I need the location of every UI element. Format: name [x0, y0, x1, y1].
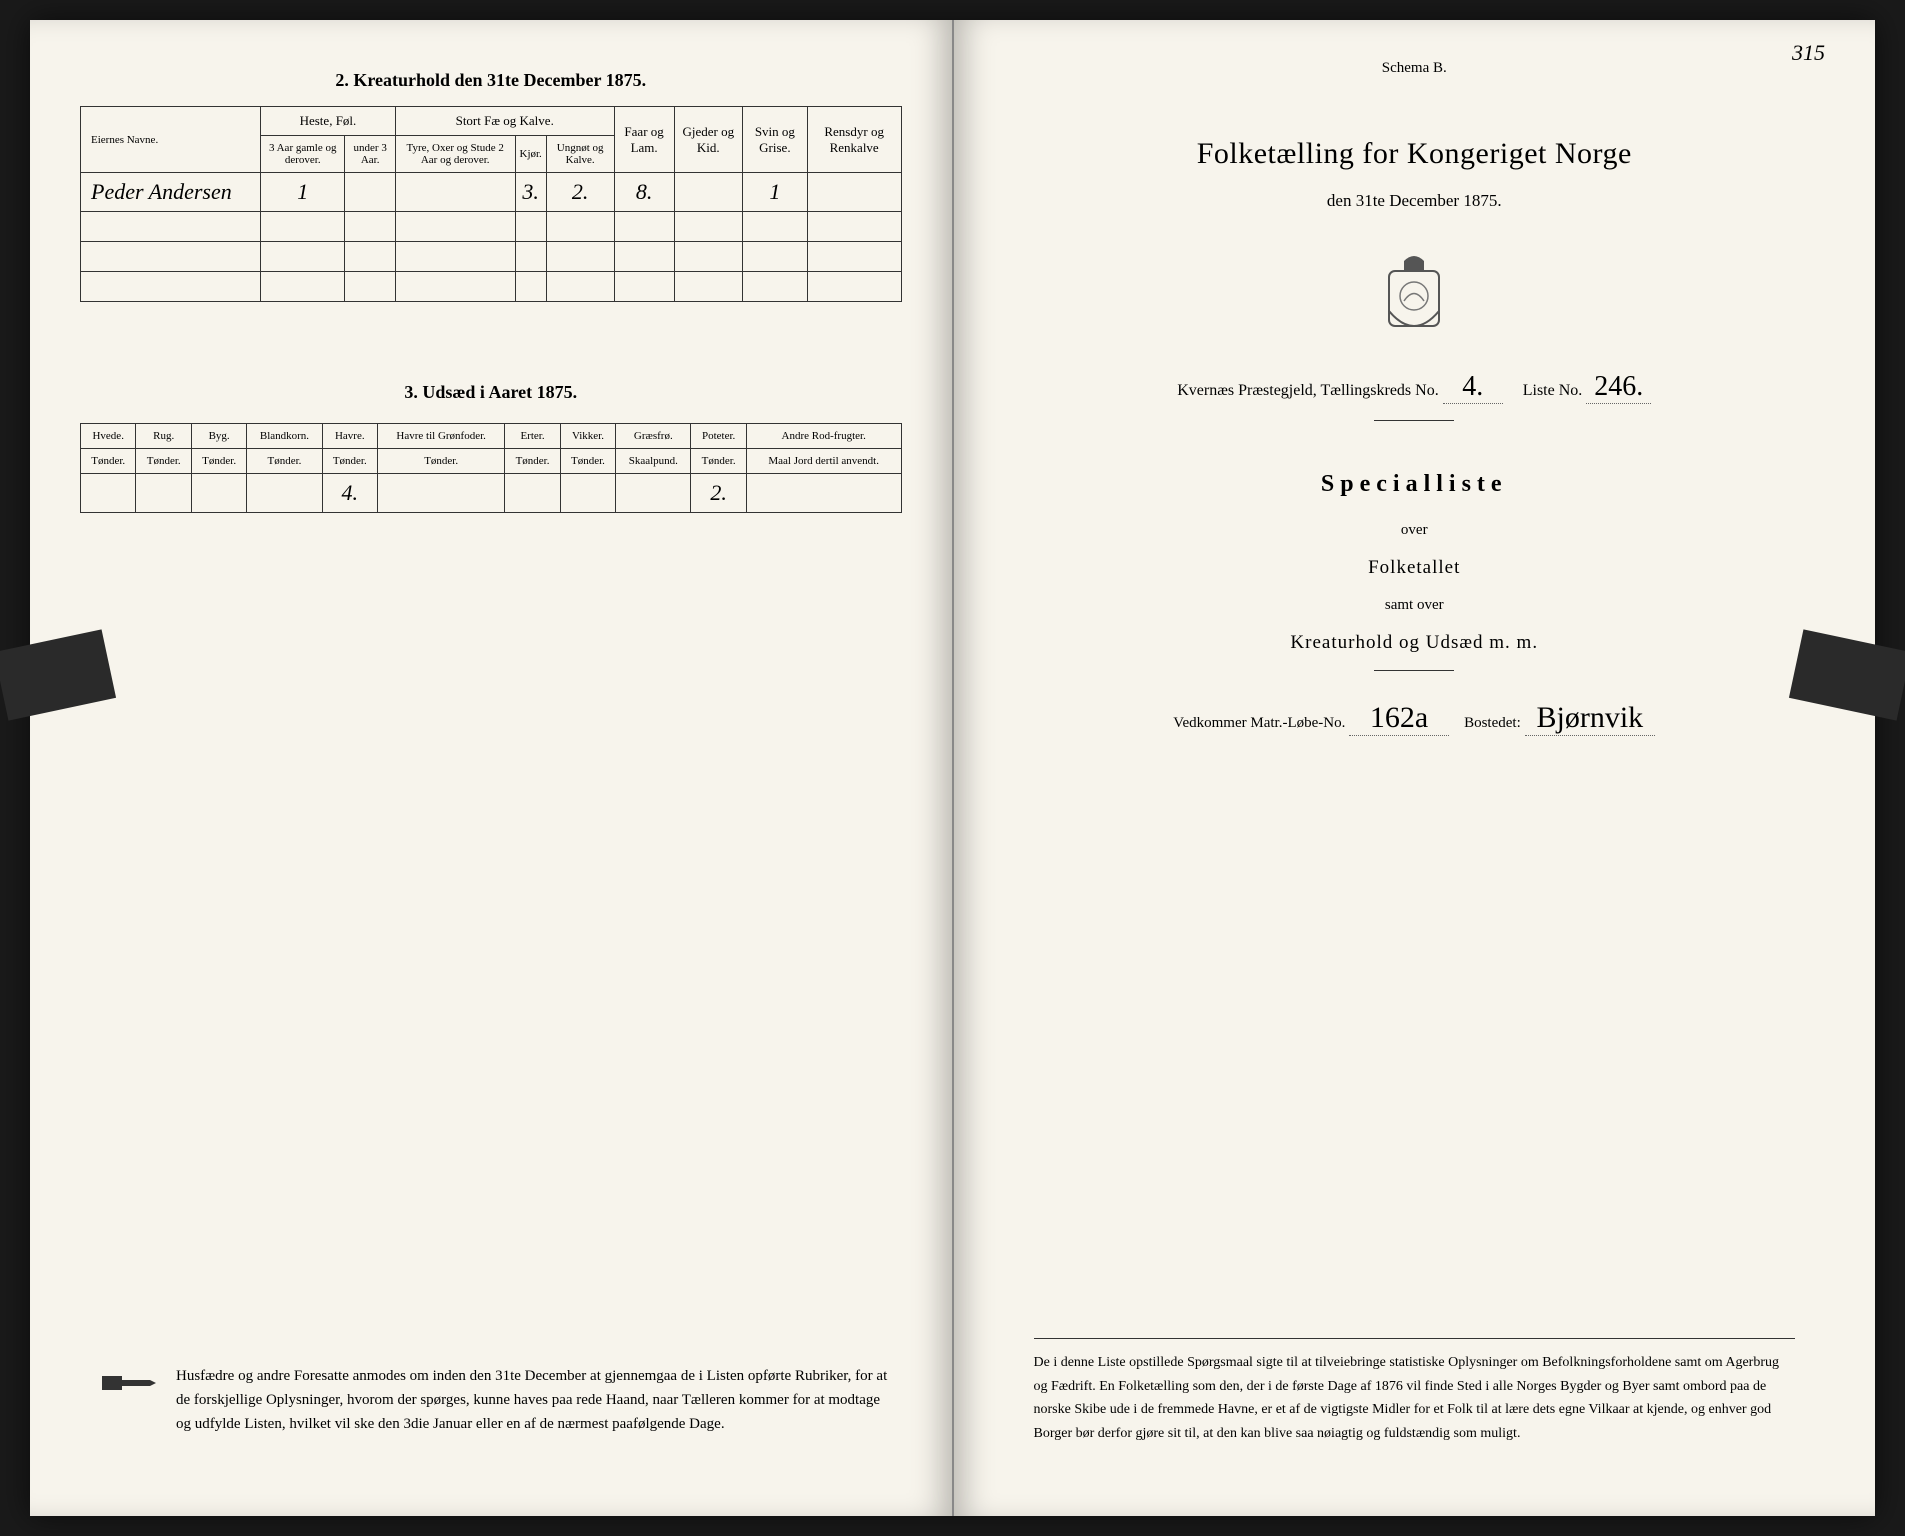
cell — [247, 474, 322, 513]
col-sub: Tønder. — [191, 449, 246, 474]
cell: 2. — [691, 474, 746, 513]
col-sub: Tønder. — [322, 449, 377, 474]
matr-label-1: Vedkommer Matr.-Løbe-No. — [1173, 715, 1345, 731]
divider — [1034, 1338, 1796, 1339]
col-header: Byg. — [191, 424, 246, 449]
cattle-group: Stort Fæ og Kalve. — [395, 107, 614, 136]
divider — [1374, 420, 1454, 421]
cell — [505, 474, 560, 513]
parish-label-2: Liste No. — [1523, 382, 1583, 399]
pigs-header: Svin og Grise. — [742, 107, 807, 173]
col-sub: Tønder. — [560, 449, 615, 474]
cattlecows-sub: Kjør. — [515, 136, 546, 173]
table-subheader-row: Tønder. Tønder. Tønder. Tønder. Tønder. … — [81, 449, 902, 474]
right-footnote: De i denne Liste opstillede Spørgsmaal s… — [1034, 1338, 1796, 1446]
coat-of-arms-icon — [1374, 251, 1454, 341]
owner-header: Eiernes Navne. — [81, 107, 261, 173]
divider — [1374, 670, 1454, 671]
table-row: Peder Andersen 1 3. 2. 8. 1 — [81, 173, 902, 212]
col-sub: Tønder. — [505, 449, 560, 474]
cell: 8. — [614, 173, 674, 212]
col-header: Blandkorn. — [247, 424, 322, 449]
page-number: 315 — [1792, 40, 1825, 66]
folketallet-label: Folketallet — [1004, 557, 1826, 579]
col-header: Havre. — [322, 424, 377, 449]
col-sub: Tønder. — [136, 449, 191, 474]
left-footnote: Husfædre og andre Foresatte anmodes om i… — [100, 1364, 892, 1436]
col-header: Andre Rod-frugter. — [746, 424, 901, 449]
cell: 1 — [742, 173, 807, 212]
book-spread: 2. Kreaturhold den 31te December 1875. E… — [30, 20, 1875, 1516]
parish-line: Kvernæs Præstegjeld, Tællingskreds No. 4… — [1004, 371, 1826, 404]
cell: 2. — [546, 173, 614, 212]
cell — [746, 474, 901, 513]
col-header: Græsfrø. — [616, 424, 691, 449]
kreatur-label: Kreaturhold og Udsæd m. m. — [1004, 632, 1826, 654]
col-header: Rug. — [136, 424, 191, 449]
parish-label-1: Kvernæs Præstegjeld, Tællingskreds No. — [1177, 382, 1438, 399]
cell — [674, 173, 742, 212]
cell — [378, 474, 505, 513]
cell — [807, 173, 901, 212]
sheep-header: Faar og Lam. — [614, 107, 674, 173]
col-header: Hvede. — [81, 424, 136, 449]
col-sub: Skaalpund. — [616, 449, 691, 474]
col-sub: Tønder. — [378, 449, 505, 474]
table-row — [81, 242, 902, 272]
cattleyoung-sub: Ungnøt og Kalve. — [546, 136, 614, 173]
cell: 1 — [261, 173, 345, 212]
col-header: Poteter. — [691, 424, 746, 449]
goats-header: Gjeder og Kid. — [674, 107, 742, 173]
table-row: 4. 2. — [81, 474, 902, 513]
pointing-hand-icon — [100, 1368, 160, 1398]
table-row — [81, 212, 902, 242]
cell — [345, 173, 395, 212]
matr-label-2: Bostedet: — [1464, 715, 1521, 731]
matr-value-1: 162a — [1349, 701, 1449, 736]
col-header: Vikker. — [560, 424, 615, 449]
special-title: Specialliste — [1004, 471, 1826, 498]
footnote-text: Husfædre og andre Foresatte anmodes om i… — [176, 1364, 892, 1436]
col-header: Havre til Grønfoder. — [378, 424, 505, 449]
parish-value-1: 4. — [1443, 371, 1503, 404]
cell: 4. — [322, 474, 377, 513]
cattlebulls-sub: Tyre, Oxer og Stude 2 Aar og derover. — [395, 136, 515, 173]
livestock-table: Eiernes Navne. Heste, Føl. Stort Fæ og K… — [80, 106, 902, 302]
owner-cell: Peder Andersen — [81, 173, 261, 212]
cell — [560, 474, 615, 513]
right-page: 315 Schema B. Folketælling for Kongerige… — [954, 20, 1876, 1516]
horses3plus-sub: 3 Aar gamle og derover. — [261, 136, 345, 173]
horses-group: Heste, Føl. — [261, 107, 396, 136]
cell — [81, 474, 136, 513]
matr-value-2: Bjørnvik — [1525, 701, 1656, 736]
matr-line: Vedkommer Matr.-Løbe-No. 162a Bostedet: … — [1004, 701, 1826, 736]
table-header-row: Eiernes Navne. Heste, Føl. Stort Fæ og K… — [81, 107, 902, 136]
seed-table: Hvede. Rug. Byg. Blandkorn. Havre. Havre… — [80, 423, 902, 513]
col-sub: Tønder. — [247, 449, 322, 474]
col-sub: Tønder. — [691, 449, 746, 474]
cell — [395, 173, 515, 212]
col-header: Erter. — [505, 424, 560, 449]
cell: 3. — [515, 173, 546, 212]
table-row — [81, 272, 902, 302]
left-page: 2. Kreaturhold den 31te December 1875. E… — [30, 20, 954, 1516]
cell — [191, 474, 246, 513]
cell — [136, 474, 191, 513]
right-footnote-text: De i denne Liste opstillede Spørgsmaal s… — [1034, 1351, 1796, 1446]
horsesunder3-sub: under 3 Aar. — [345, 136, 395, 173]
parish-value-2: 246. — [1586, 371, 1651, 404]
sub-date: den 31te December 1875. — [1004, 191, 1826, 211]
reindeer-header: Rensdyr og Renkalve — [807, 107, 901, 173]
over-label: over — [1004, 522, 1826, 539]
col-sub: Tønder. — [81, 449, 136, 474]
col-sub: Maal Jord dertil anvendt. — [746, 449, 901, 474]
cell — [616, 474, 691, 513]
main-title: Folketælling for Kongeriget Norge — [1004, 137, 1826, 171]
samt-over-label: samt over — [1004, 597, 1826, 614]
table-header-row: Hvede. Rug. Byg. Blandkorn. Havre. Havre… — [81, 424, 902, 449]
section3-title: 3. Udsæd i Aaret 1875. — [80, 382, 902, 403]
schema-label: Schema B. — [1004, 60, 1826, 77]
section2-title: 2. Kreaturhold den 31te December 1875. — [80, 70, 902, 91]
